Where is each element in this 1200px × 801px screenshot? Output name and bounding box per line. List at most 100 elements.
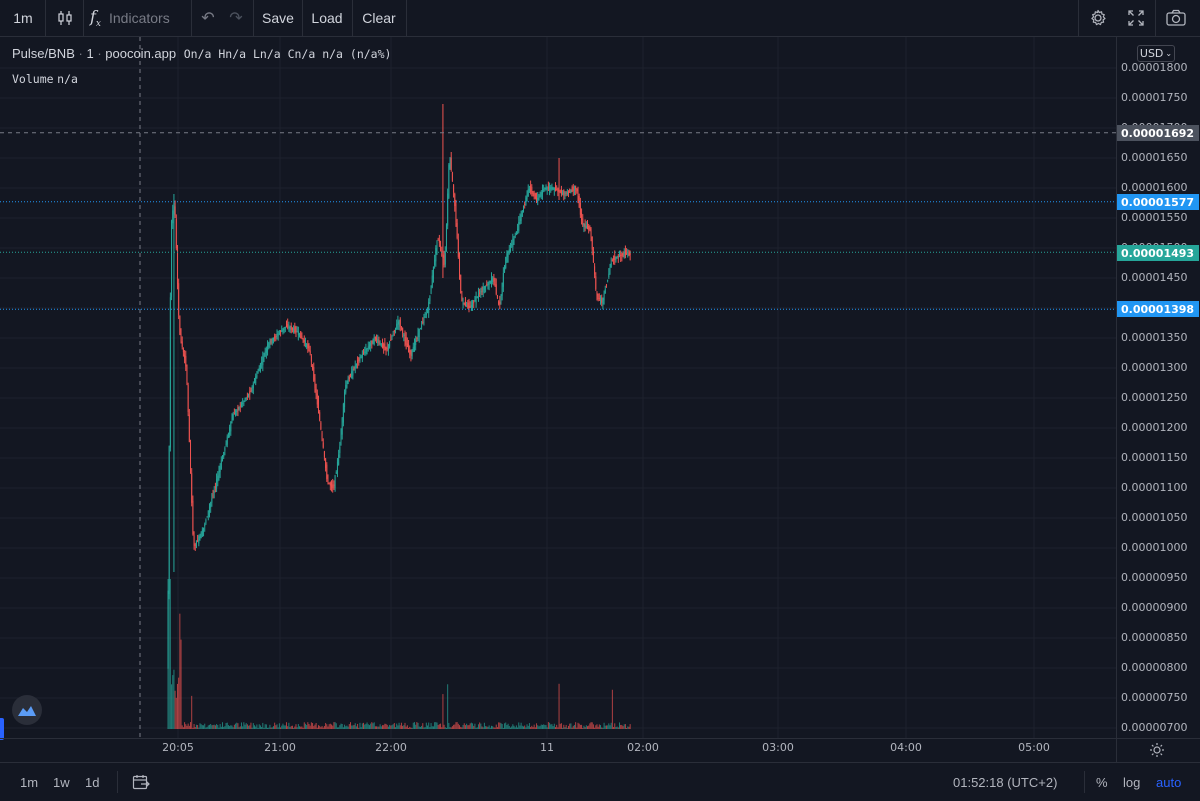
volume-bar	[466, 723, 468, 729]
candle-body	[373, 337, 375, 344]
volume-bar	[605, 725, 607, 729]
volume-bar	[390, 725, 392, 729]
volume-bar	[192, 727, 194, 729]
volume-bar	[494, 727, 496, 729]
candle-body	[450, 157, 452, 171]
candle-body	[223, 452, 225, 457]
volume-bar	[239, 726, 241, 729]
volume-bar	[208, 724, 210, 729]
redo-button[interactable]: ↷	[224, 0, 248, 36]
screenshot-button[interactable]	[1160, 0, 1192, 36]
settings-button[interactable]	[1084, 0, 1112, 36]
candle-body	[509, 245, 511, 251]
volume-bar	[265, 724, 267, 729]
candle-body	[594, 266, 596, 275]
volume-bar	[435, 722, 437, 729]
time-axis-label: 21:00	[264, 741, 296, 754]
candle-body	[445, 224, 447, 249]
candle-body	[321, 432, 323, 439]
candle-body	[331, 482, 333, 488]
chart-type-button[interactable]	[48, 0, 82, 36]
volume-bar	[546, 727, 548, 729]
volume-bar	[282, 723, 284, 729]
range-1d-button[interactable]: 1d	[85, 763, 99, 801]
currency-selector[interactable]: USD ⌄	[1137, 45, 1175, 62]
volume-bar	[455, 722, 457, 729]
time-axis-label: 20:05	[162, 741, 194, 754]
auto-scale-button[interactable]: auto	[1156, 763, 1181, 801]
volume-bar	[474, 723, 476, 729]
side-panel-tab[interactable]	[0, 718, 4, 740]
load-button[interactable]: Load	[304, 0, 350, 36]
price-axis[interactable]	[1116, 37, 1200, 738]
chart-pane[interactable]	[0, 37, 1116, 738]
volume-legend: Volume n/a	[12, 71, 78, 86]
volume-bar	[533, 724, 535, 729]
candle-body	[582, 218, 584, 226]
volume-bar	[193, 724, 195, 729]
candle-body	[240, 403, 242, 407]
range-1w-button[interactable]: 1w	[53, 763, 70, 801]
volume-bar	[293, 727, 295, 729]
candle-body	[363, 353, 365, 355]
candle-body	[615, 257, 617, 261]
undo-button[interactable]: ↶	[196, 0, 220, 36]
symbol-name[interactable]: Pulse/BNB	[12, 46, 75, 61]
save-button[interactable]: Save	[256, 0, 300, 36]
candle-body	[520, 214, 522, 221]
volume-bar	[325, 722, 327, 729]
clear-button[interactable]: Clear	[356, 0, 402, 36]
candle-body	[341, 417, 343, 435]
volume-bar	[400, 722, 402, 729]
volume-bar	[201, 725, 203, 729]
candle-body	[563, 189, 565, 196]
price-chart[interactable]	[0, 37, 1116, 738]
candle-body	[307, 343, 309, 349]
candle-body	[176, 246, 178, 285]
candle-body	[568, 191, 570, 193]
candle-body	[627, 253, 629, 256]
volume-bar	[291, 725, 293, 729]
time-axis[interactable]	[0, 738, 1116, 762]
volume-bar	[326, 724, 328, 729]
range-1m-button[interactable]: 1m	[20, 763, 38, 801]
candle-body	[251, 386, 253, 392]
volume-bar	[589, 723, 591, 729]
volume-bar	[608, 723, 610, 729]
candle-body	[611, 260, 613, 262]
volume-bar	[317, 725, 319, 729]
volume-bar	[421, 725, 423, 729]
volume-bar	[344, 724, 346, 729]
goto-date-button[interactable]	[132, 763, 150, 801]
candle-body	[256, 374, 258, 378]
log-scale-button[interactable]: log	[1123, 763, 1140, 801]
volume-bar	[392, 724, 394, 729]
volume-bar	[412, 722, 414, 729]
volume-bar	[386, 724, 388, 729]
fullscreen-button[interactable]	[1122, 0, 1150, 36]
candle-body	[345, 384, 347, 393]
chart-legend: Pulse/BNB · 1 · poocoin.app On/a Hn/a Ln…	[12, 46, 391, 61]
candle-body	[489, 280, 491, 284]
candle-body	[246, 395, 248, 397]
percent-scale-button[interactable]: %	[1096, 763, 1108, 801]
candle-body	[449, 157, 451, 168]
price-axis-label: 0.00001550	[1121, 211, 1188, 224]
candle-body	[553, 187, 555, 191]
logo-button[interactable]	[12, 695, 42, 725]
volume-bar	[406, 725, 408, 729]
top-toolbar: 1m fx Indicators ↶ ↷ Save Load Clear	[0, 0, 1200, 37]
sun-icon[interactable]	[1149, 742, 1165, 758]
volume-bar	[198, 727, 200, 729]
candle-body	[443, 255, 445, 266]
candle-body	[283, 327, 285, 331]
interval-button[interactable]: 1m	[6, 0, 40, 36]
volume-bar	[364, 724, 366, 729]
volume-bar	[191, 695, 193, 729]
volume-bar	[296, 727, 298, 729]
crosshair-price-tag: 0.00001692	[1117, 125, 1199, 141]
indicators-button[interactable]: fx Indicators	[90, 0, 186, 36]
clock-display[interactable]: 01:52:18 (UTC+2)	[953, 763, 1057, 801]
volume-bar	[316, 727, 318, 729]
candle-body	[206, 516, 208, 518]
